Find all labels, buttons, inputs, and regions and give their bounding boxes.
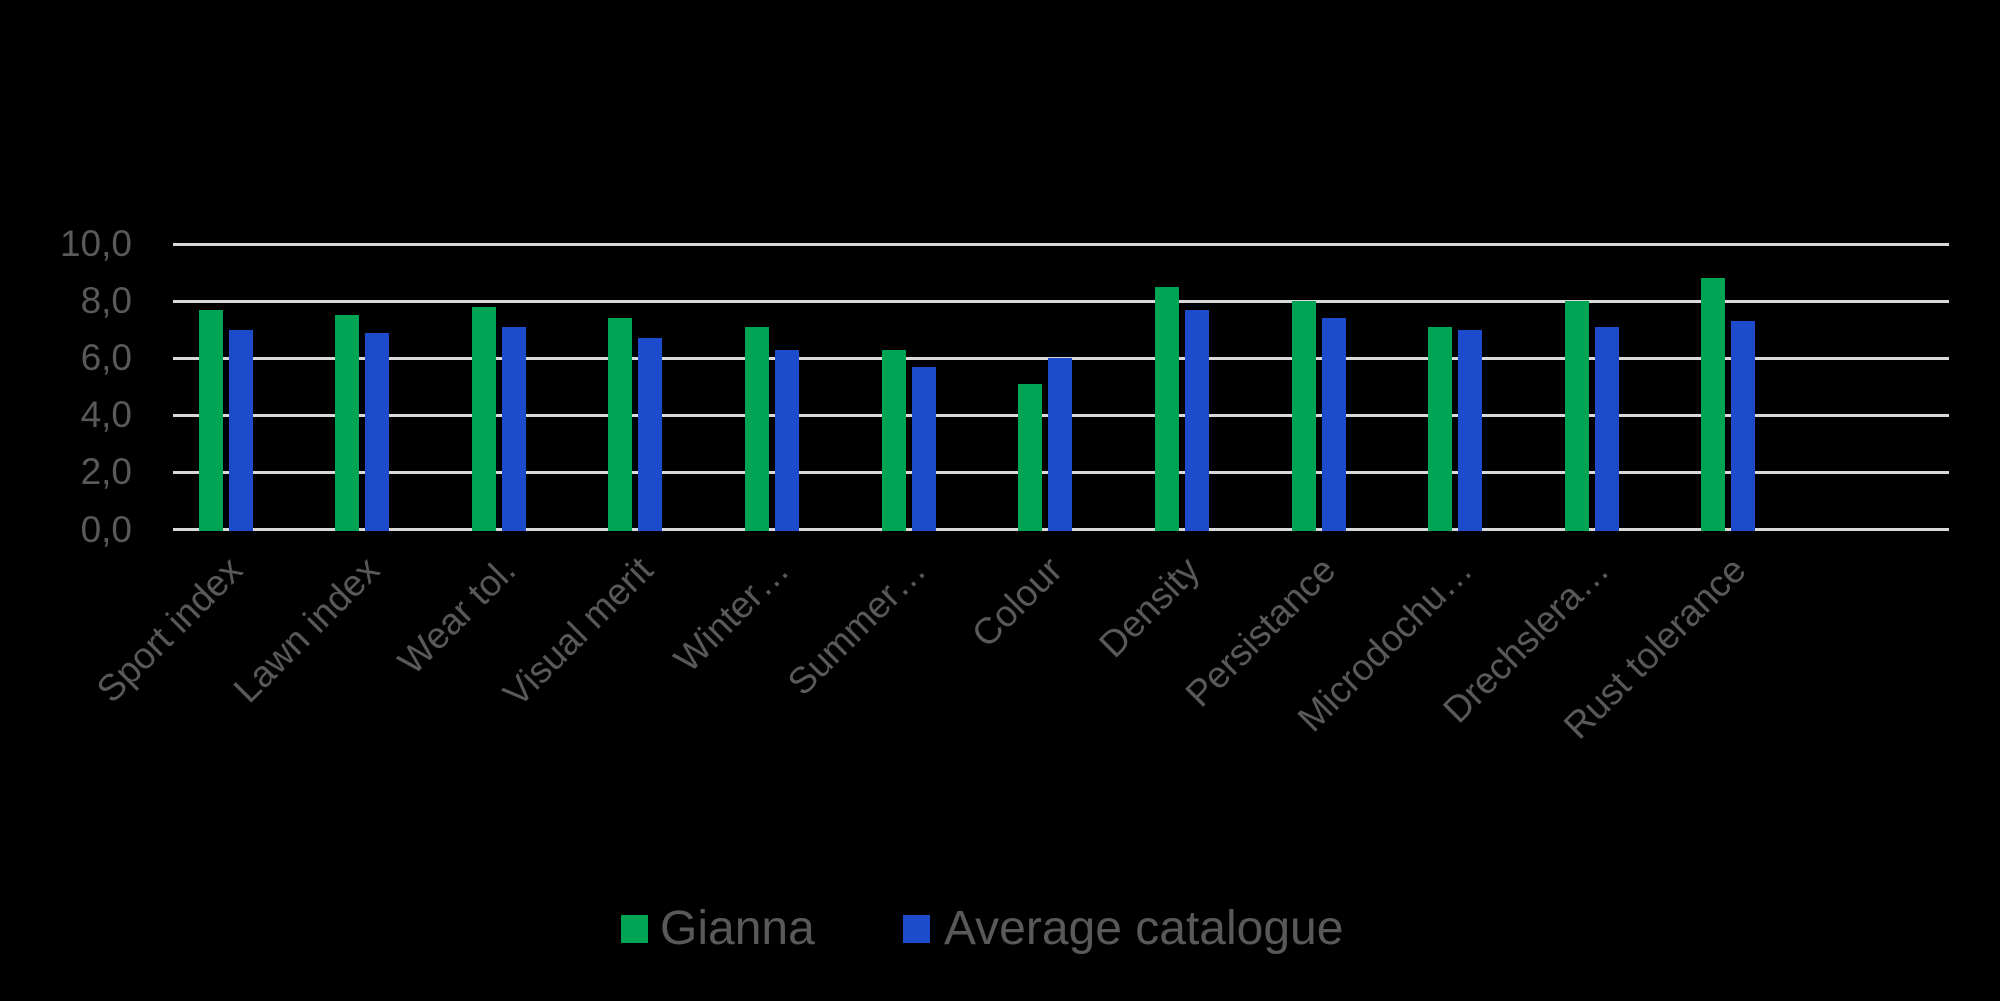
x-category-label: Lawn index [225,549,388,711]
bar-average-catalogue-persistance [1321,318,1346,531]
bar-gianna-colour [1018,383,1043,531]
legend-swatch-gianna [621,915,648,943]
bar-average-catalogue-visual-merit [638,338,663,531]
bar-average-catalogue-lawn-index [365,332,390,531]
bar-average-catalogue-summer [911,366,936,531]
y-tick-label: 6,0 [80,337,132,379]
y-tick-label: 4,0 [80,394,132,436]
gridline [173,299,1949,303]
y-tick-label: 0,0 [80,508,132,550]
bar-gianna-drechslera [1564,301,1589,531]
bar-gianna-density [1154,286,1179,531]
y-tick-label: 10,0 [59,223,132,264]
bar-average-catalogue-winter [775,349,800,531]
x-category-label: Winter… [666,549,798,680]
bar-gianna-persistance [1291,301,1316,531]
bar-average-catalogue-density [1184,309,1209,531]
bar-gianna-visual-merit [608,318,633,531]
bar-gianna-sport-index [198,309,223,531]
bar-gianna-wear-tol [471,306,496,531]
y-tick-label: 8,0 [80,280,132,322]
x-category-label: Density [1090,549,1207,666]
bar-gianna-rust-tolerance [1701,278,1726,531]
bar-gianna-winter [745,326,770,531]
legend-swatch-average-catalogue [903,915,930,943]
legend: Gianna Average catalogue [0,900,2000,960]
bar-gianna-microdochu [1428,326,1453,531]
legend-label-average-catalogue: Average catalogue [944,902,1344,955]
x-category-label: Summer… [779,549,934,704]
bar-gianna-summer [881,349,906,531]
x-category-label: Colour [964,549,1071,656]
legend-label-gianna: Gianna [660,902,815,955]
bar-average-catalogue-drechslera [1594,326,1619,531]
bar-average-catalogue-microdochu [1458,329,1483,531]
bar-average-catalogue-sport-index [228,329,253,531]
bar-average-catalogue-colour [1048,358,1073,531]
y-tick-label: 2,0 [80,451,132,493]
gridline [173,242,1949,246]
x-category-label: Sport index [89,549,251,711]
bar-gianna-lawn-index [335,315,360,531]
x-category-label: Wear tol. [390,549,524,683]
bar-average-catalogue-rust-tolerance [1731,321,1756,531]
bar-average-catalogue-wear-tol [501,326,526,531]
